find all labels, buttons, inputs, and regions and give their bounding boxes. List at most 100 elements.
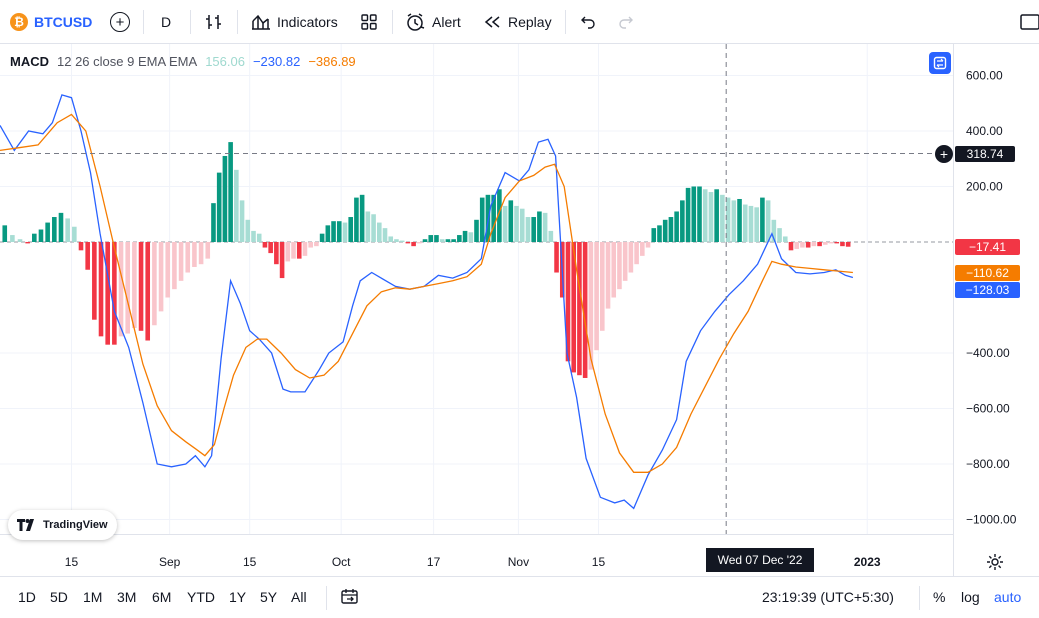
redo-button[interactable] <box>618 0 634 44</box>
histogram-bar <box>817 242 822 247</box>
histogram-bar <box>594 242 599 351</box>
histogram-bar <box>314 242 319 247</box>
x-tick-label: 15 <box>65 555 79 569</box>
alert-button[interactable]: Alert <box>406 0 461 44</box>
x-tick-label: 15 <box>243 555 257 569</box>
range-ytd-button[interactable]: YTD <box>187 589 215 605</box>
histogram-bar <box>651 228 657 242</box>
histogram-bar <box>697 186 702 242</box>
histogram-bar <box>788 242 794 251</box>
window-icon <box>1020 14 1039 30</box>
histogram-bar <box>10 235 15 242</box>
symbol-search[interactable]: ₿ BTCUSD <box>10 0 92 44</box>
histogram-bar <box>794 242 800 249</box>
range-5d-button[interactable]: 5D <box>50 589 68 605</box>
x-tick-label: 2023 <box>854 555 881 569</box>
range-1y-button[interactable]: 1Y <box>229 589 247 605</box>
y-tick-label: −400.00 <box>966 346 1010 360</box>
bar-style-button[interactable] <box>205 0 223 44</box>
auto-scale-toggle[interactable]: auto <box>994 589 1022 605</box>
histogram-bar <box>394 239 399 242</box>
undo-button[interactable] <box>580 0 596 44</box>
histogram-bar <box>748 205 754 242</box>
histogram-bar <box>611 242 617 298</box>
histogram-price-tag: −17.41 <box>955 239 1020 255</box>
histogram-bar <box>445 239 451 242</box>
histogram-bar <box>78 242 84 251</box>
date-range-button[interactable] <box>341 577 359 617</box>
range-5y-button[interactable]: 5Y <box>260 589 278 605</box>
range-all-button[interactable]: All <box>291 589 307 605</box>
histogram-bar <box>296 242 302 259</box>
compare-button[interactable]: + <box>110 0 130 44</box>
histogram-bar <box>145 242 151 341</box>
range-6m-button[interactable]: 6M <box>152 589 172 605</box>
macd-chart[interactable]: 600.00 400.00 200.00 −400.00 −600.00 −800.00 −… <box>0 44 1039 576</box>
histogram-bar <box>771 219 777 242</box>
grid-icon <box>361 14 377 30</box>
histogram-bar <box>172 242 177 290</box>
histogram-bar <box>239 200 245 242</box>
histogram-bar <box>742 204 748 242</box>
add-alert-plus-icon[interactable]: + <box>935 145 953 163</box>
histogram-bar <box>222 155 228 242</box>
histogram-bar <box>382 228 388 242</box>
histogram-bar <box>422 239 428 242</box>
histogram-bar <box>462 230 468 242</box>
interval-label: D <box>161 14 172 30</box>
range-1m-button[interactable]: 1M <box>83 589 103 605</box>
histogram-bar <box>640 242 645 256</box>
histogram-bar <box>519 208 525 242</box>
range-3m-button[interactable]: 3M <box>117 589 137 605</box>
histogram-bar <box>508 200 514 242</box>
indicators-button[interactable]: Indicators <box>251 0 338 44</box>
histogram-bar <box>251 230 256 242</box>
histogram-bar <box>359 194 365 242</box>
histogram-bar <box>234 169 239 242</box>
histogram-bar <box>822 242 828 245</box>
histogram-bar <box>336 221 342 242</box>
tradingview-watermark[interactable]: TradingView <box>8 510 117 540</box>
histogram-bar <box>765 200 771 242</box>
redo-icon <box>619 16 633 29</box>
histogram-bar <box>185 242 191 273</box>
layouts-button[interactable] <box>361 0 377 44</box>
histogram-bar <box>92 242 97 320</box>
histogram-bar <box>685 187 691 242</box>
chart-canvas[interactable]: 600.00 400.00 200.00 −400.00 −600.00 −800.00 −… <box>0 44 1039 576</box>
interval-button[interactable]: D <box>161 0 171 44</box>
histogram-bar <box>58 212 64 242</box>
histogram-bar <box>118 242 124 337</box>
histogram-bar <box>840 242 845 247</box>
histogram-bar <box>668 217 674 242</box>
replay-label: Replay <box>508 14 552 30</box>
histogram-bar <box>138 242 144 331</box>
histogram-bar <box>805 242 811 248</box>
histogram-bar <box>98 242 104 337</box>
fullscreen-button[interactable] <box>1020 0 1039 44</box>
chart-settings-button[interactable] <box>986 553 1004 571</box>
histogram-bar <box>132 242 137 329</box>
histogram-bar <box>279 242 285 279</box>
histogram-bar <box>691 186 697 242</box>
range-1d-button[interactable]: 1D <box>18 589 36 605</box>
histogram-bar <box>554 242 559 273</box>
y-tick-label: 600.00 <box>966 69 1003 83</box>
histogram-bar <box>165 242 171 298</box>
histogram-bar <box>714 189 719 242</box>
histogram-bar <box>158 242 164 312</box>
histogram-bar <box>417 242 422 244</box>
log-scale-toggle[interactable]: log <box>961 589 980 605</box>
percent-scale-toggle[interactable]: % <box>933 589 946 605</box>
histogram-bar <box>439 239 445 242</box>
divider <box>143 10 144 34</box>
histogram-bar <box>617 242 622 290</box>
histogram-bar <box>17 239 23 242</box>
histogram-bar <box>52 217 57 242</box>
replay-button[interactable]: Replay <box>484 0 552 44</box>
legend-macd-value: −230.82 <box>252 54 301 69</box>
indicator-legend[interactable]: MACD 12 26 close 9 EMA EMA 156.06 −230.8… <box>10 54 356 69</box>
maximize-pane-button[interactable] <box>929 52 951 74</box>
timezone-clock[interactable]: 23:19:39 (UTC+5:30) <box>762 589 894 605</box>
x-tick-label: Oct <box>332 555 351 569</box>
